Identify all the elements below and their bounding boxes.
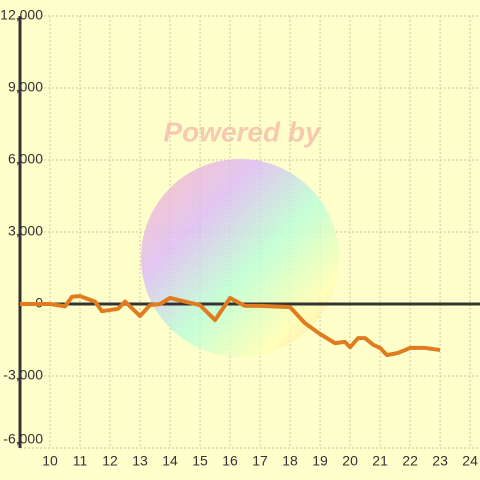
y-tick-label: 6,000 xyxy=(8,151,43,167)
x-tick-label: 14 xyxy=(162,453,178,469)
watermark-text: Powered by xyxy=(163,116,322,147)
x-tick-label: 22 xyxy=(402,453,418,469)
x-tick-label: 23 xyxy=(432,453,448,469)
x-tick-label: 19 xyxy=(312,453,328,469)
x-tick-label: 21 xyxy=(372,453,388,469)
x-tick-label: 11 xyxy=(73,453,88,469)
x-tick-label: 10 xyxy=(42,453,58,469)
x-tick-label: 20 xyxy=(342,453,358,469)
x-tick-label: 13 xyxy=(132,453,148,469)
y-tick-label: -6,000 xyxy=(3,431,43,447)
y-tick-label: 3,000 xyxy=(8,223,43,239)
y-tick-label: 12,000 xyxy=(0,7,43,23)
y-tick-label: 9,000 xyxy=(8,79,43,95)
data-line xyxy=(20,294,441,358)
y-tick-label: -3,000 xyxy=(3,367,43,383)
x-tick-label: 24 xyxy=(462,453,478,469)
watermark: Powered by xyxy=(141,116,339,357)
x-tick-label: 12 xyxy=(102,453,118,469)
grid xyxy=(20,15,480,449)
x-tick-label: 17 xyxy=(252,453,268,469)
x-tick-label: 16 xyxy=(222,453,238,469)
x-tick-label: 18 xyxy=(282,453,298,469)
x-tick-label: 15 xyxy=(192,453,208,469)
